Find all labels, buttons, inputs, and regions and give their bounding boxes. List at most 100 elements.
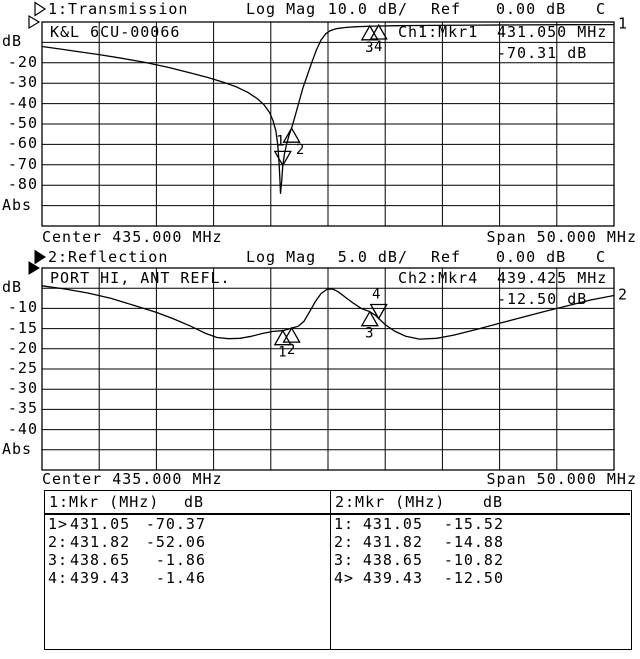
marker-4-label: 4 — [374, 39, 383, 55]
y-axis-label: dB — [2, 32, 23, 51]
marker-row-id: 1: — [334, 515, 355, 533]
y-axis-label: -80 — [7, 175, 38, 194]
marker-row-freq: 438.65 — [362, 551, 423, 569]
marker-4-symbol — [369, 303, 388, 320]
marker-row-freq: 431.05 — [362, 515, 423, 533]
ch1-ref-label: Ref — [431, 0, 462, 18]
ch2-format-label: Log Mag — [246, 248, 317, 266]
marker-3-symbol — [360, 310, 379, 327]
marker-3-label: 3 — [365, 326, 374, 342]
y-axis-label: Abs — [2, 195, 33, 214]
marker-table-ch2-body: 1: 431.05 -15.52 2: 431.82 -14.88 3: 438.65 -10.… — [331, 515, 630, 587]
ch1-cal-indicator: C — [596, 0, 607, 18]
marker-row-freq: 431.82 — [362, 533, 423, 551]
ch2-marker-readout: Ch2:Mkr4 — [398, 269, 479, 287]
marker-table-row: 4: 439.43 -1.46 — [45, 569, 330, 587]
marker-row-freq: 431.82 — [70, 533, 131, 551]
ch1-span-freq: Span 50.000 MHz — [486, 228, 637, 246]
ch2-device-label: PORT HI, ANT REFL. — [50, 269, 231, 287]
ch2-marker-freq: 439.425 MHz — [497, 269, 608, 287]
ch1-ref-level-indicator-icon — [28, 14, 41, 30]
ch1-active-channel-icon — [34, 1, 47, 17]
channel-2-trace-number: 2 — [618, 286, 628, 304]
marker-row-db: -14.88 — [443, 533, 504, 551]
marker-row-id: 2: — [48, 533, 69, 551]
ch1-title: 1:Transmission — [48, 0, 189, 18]
marker-2-symbol — [282, 126, 301, 143]
marker-row-db: -1.86 — [155, 551, 206, 569]
marker-table-row: 3: 438.65 -10.82 — [331, 551, 630, 569]
ch2-ref-label: Ref — [431, 248, 462, 266]
marker-row-db: -10.82 — [443, 551, 504, 569]
marker-2-symbol — [282, 326, 301, 343]
marker-table-ch1-title: 1:Mkr (MHz) — [49, 493, 160, 511]
marker-table-ch1-header: 1:Mkr (MHz) dB — [45, 491, 330, 515]
marker-table-row: 4> 439.43 -12.50 — [331, 569, 630, 587]
y-axis-label: -25 — [7, 359, 38, 377]
chart-2: 1 234 2 — [28, 249, 628, 471]
marker-table-ch2: 2:Mkr (MHz) dB 1: 431.05 -15.52 2: 431.82 -14… — [331, 491, 630, 649]
marker-table-row: 2: 431.82 -14.88 — [331, 533, 630, 551]
y-axis-label: Abs — [2, 439, 33, 458]
marker-table-ch1-db-header: dB — [183, 493, 204, 511]
y-axis-label: -60 — [7, 134, 38, 153]
marker-4-symbol — [369, 23, 388, 40]
marker-row-db: -12.50 — [443, 569, 504, 587]
chart-1: 123 41 — [28, 1, 628, 227]
marker-4-label: 4 — [372, 287, 381, 303]
grid-border — [41, 21, 615, 227]
trace-ch2 — [41, 285, 615, 340]
channel-1-trace-number: 1 — [618, 15, 628, 33]
marker-row-id: 3: — [334, 551, 355, 569]
marker-row-db: -52.06 — [145, 533, 206, 551]
trace-ch1 — [41, 23, 615, 195]
y-axis-label: -70 — [7, 154, 38, 173]
y-axis-label: -50 — [7, 114, 38, 132]
marker-row-freq: 439.43 — [362, 569, 423, 587]
ch1-device-label: K&L 6CU-00066 — [50, 23, 181, 41]
y-axis-label: -20 — [7, 52, 38, 71]
ch1-ref-value: 0.00 dB — [496, 0, 567, 18]
marker-table-row: 2: 431.82 -52.06 — [45, 533, 330, 551]
marker-2-label: 2 — [287, 342, 296, 358]
marker-table-ch1-body: 1> 431.05 -70.37 2: 431.82 -52.06 3: 438.65 -1.8… — [45, 515, 330, 587]
y-axis-label: -35 — [7, 399, 38, 418]
marker-row-freq: 431.05 — [70, 515, 131, 533]
marker-3-label: 3 — [365, 40, 374, 56]
marker-row-db: -15.52 — [443, 515, 504, 533]
marker-row-id: 4> — [334, 569, 355, 587]
marker-table-ch2-header: 2:Mkr (MHz) dB — [331, 491, 630, 515]
marker-row-db: -1.46 — [155, 569, 206, 587]
marker-row-freq: 439.43 — [70, 569, 131, 587]
marker-1-symbol — [273, 150, 292, 167]
marker-table-ch1: 1:Mkr (MHz) dB 1> 431.05 -70.37 2: 431.82 -52… — [45, 491, 330, 649]
grid-border — [41, 267, 615, 471]
ch1-scale-per-div: 10.0 dB/ — [327, 0, 408, 18]
ch2-active-channel-icon — [34, 249, 46, 265]
marker-3-symbol — [360, 24, 379, 41]
ch1-center-freq: Center 435.000 MHz — [42, 228, 223, 246]
marker-row-id: 4: — [48, 569, 69, 587]
marker-table-row: 1: 431.05 -15.52 — [331, 515, 630, 533]
ch2-cal-indicator: C — [596, 248, 607, 266]
ch2-scale-per-div: 5.0 dB/ — [337, 248, 408, 266]
ch2-ref-value: 0.00 dB — [496, 248, 567, 266]
ch2-span-freq: Span 50.000 MHz — [486, 470, 637, 488]
y-axis-label: -40 — [7, 93, 38, 112]
ch1-marker-value: -70.31 dB — [497, 44, 588, 62]
marker-1-label: 1 — [276, 133, 285, 149]
ch1-marker-freq: 431.050 MHz — [497, 23, 608, 41]
y-axis-label: -30 — [7, 379, 38, 398]
marker-table-ch2-title: 2:Mkr (MHz) — [335, 493, 446, 511]
marker-table-divider — [330, 491, 331, 649]
marker-table-box: 1:Mkr (MHz) dB 1> 431.05 -70.37 2: 431.82 -52… — [44, 490, 632, 650]
marker-1-label: 1 — [278, 345, 287, 361]
ch2-center-freq: Center 435.000 MHz — [42, 470, 223, 488]
marker-row-db: -70.37 — [145, 515, 206, 533]
ch2-title: 2:Reflection — [48, 248, 169, 266]
marker-table-ch2-db-header: dB — [482, 493, 503, 511]
marker-row-id: 1> — [48, 515, 69, 533]
y-axis-label: -40 — [7, 419, 38, 438]
